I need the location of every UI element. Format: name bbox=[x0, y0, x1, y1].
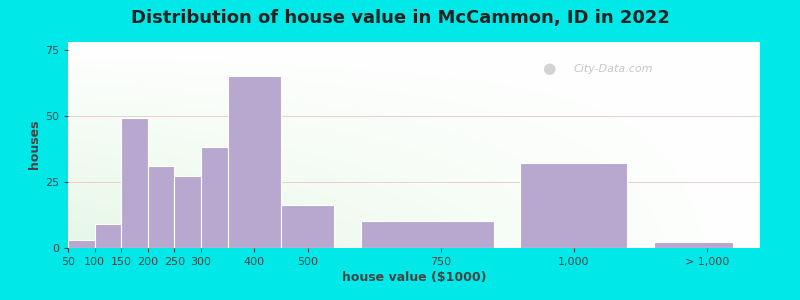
Text: ●: ● bbox=[542, 61, 555, 76]
X-axis label: house value ($1000): house value ($1000) bbox=[342, 271, 486, 284]
Bar bbox=[68, 240, 94, 248]
Y-axis label: houses: houses bbox=[28, 120, 41, 169]
Bar bbox=[281, 205, 334, 248]
Bar bbox=[94, 224, 122, 248]
Bar bbox=[228, 76, 281, 248]
Bar bbox=[654, 242, 734, 248]
Bar bbox=[201, 147, 228, 248]
Bar bbox=[521, 163, 627, 248]
Text: Distribution of house value in McCammon, ID in 2022: Distribution of house value in McCammon,… bbox=[130, 9, 670, 27]
Bar bbox=[361, 221, 494, 248]
Bar bbox=[122, 118, 148, 247]
Text: City-Data.com: City-Data.com bbox=[573, 64, 653, 74]
Bar bbox=[174, 176, 201, 247]
Bar bbox=[148, 166, 174, 247]
